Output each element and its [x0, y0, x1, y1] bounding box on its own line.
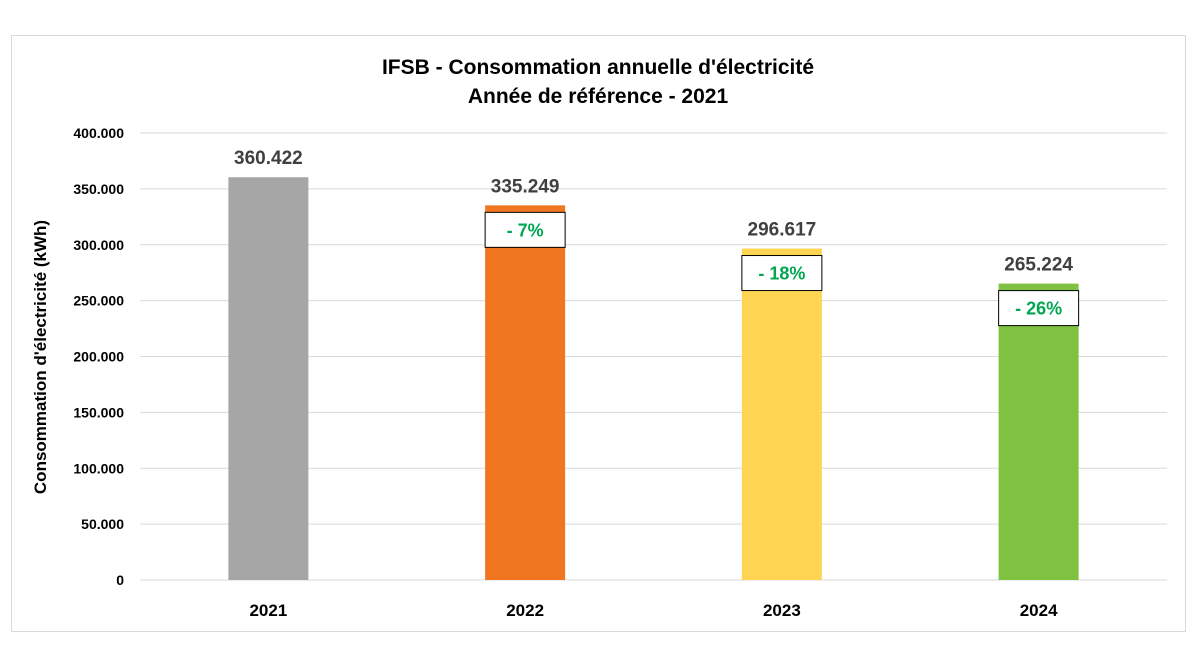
value-label: 335.249	[491, 176, 560, 197]
x-axis-ticks: 2021 2022 2023 2024	[249, 601, 1058, 620]
y-tick-label: 50.000	[81, 516, 124, 532]
y-tick-label: 100.000	[73, 460, 124, 476]
x-tick-label: 2021	[249, 601, 287, 620]
grid-lines	[140, 132, 1167, 581]
bar-2024	[998, 283, 1079, 580]
chart-frame	[11, 35, 1186, 632]
x-tick-label: 2022	[506, 601, 544, 620]
change-label: - 18%	[758, 264, 805, 284]
chart-subtitle: Année de référence - 2021	[468, 85, 729, 108]
data-labels: 360.422 335.249 - 7% 296.617 - 18% 265.224 - 2…	[234, 148, 1080, 327]
change-label-box	[741, 255, 823, 292]
bar-2023	[741, 248, 822, 580]
change-label-box	[484, 211, 566, 248]
value-label: 296.617	[748, 220, 817, 241]
x-tick-label: 2024	[1020, 601, 1058, 620]
bar-2021	[228, 177, 309, 581]
y-tick-label: 400.000	[73, 125, 124, 141]
y-tick-label: 350.000	[73, 181, 124, 197]
y-axis-label: Consommation d'électricité (kWh)	[31, 220, 50, 494]
bar-2022	[485, 205, 566, 580]
y-tick-label: 250.000	[73, 293, 124, 309]
change-label: - 26%	[1015, 299, 1062, 319]
value-label: 360.422	[234, 148, 303, 169]
chart-title: IFSB - Consommation annuelle d'électrici…	[382, 56, 814, 79]
x-tick-label: 2023	[763, 601, 801, 620]
y-tick-label: 300.000	[73, 237, 124, 253]
value-label: 265.224	[1004, 255, 1073, 276]
bars	[228, 177, 1079, 581]
y-axis-ticks: 0 50.000 100.000 150.000 200.000 250.000 300.0…	[73, 125, 124, 588]
y-tick-label: 200.000	[73, 349, 124, 365]
y-tick-label: 150.000	[73, 404, 124, 420]
y-tick-label: 0	[116, 572, 124, 588]
change-label-box	[998, 290, 1080, 327]
change-label: - 7%	[507, 220, 544, 240]
